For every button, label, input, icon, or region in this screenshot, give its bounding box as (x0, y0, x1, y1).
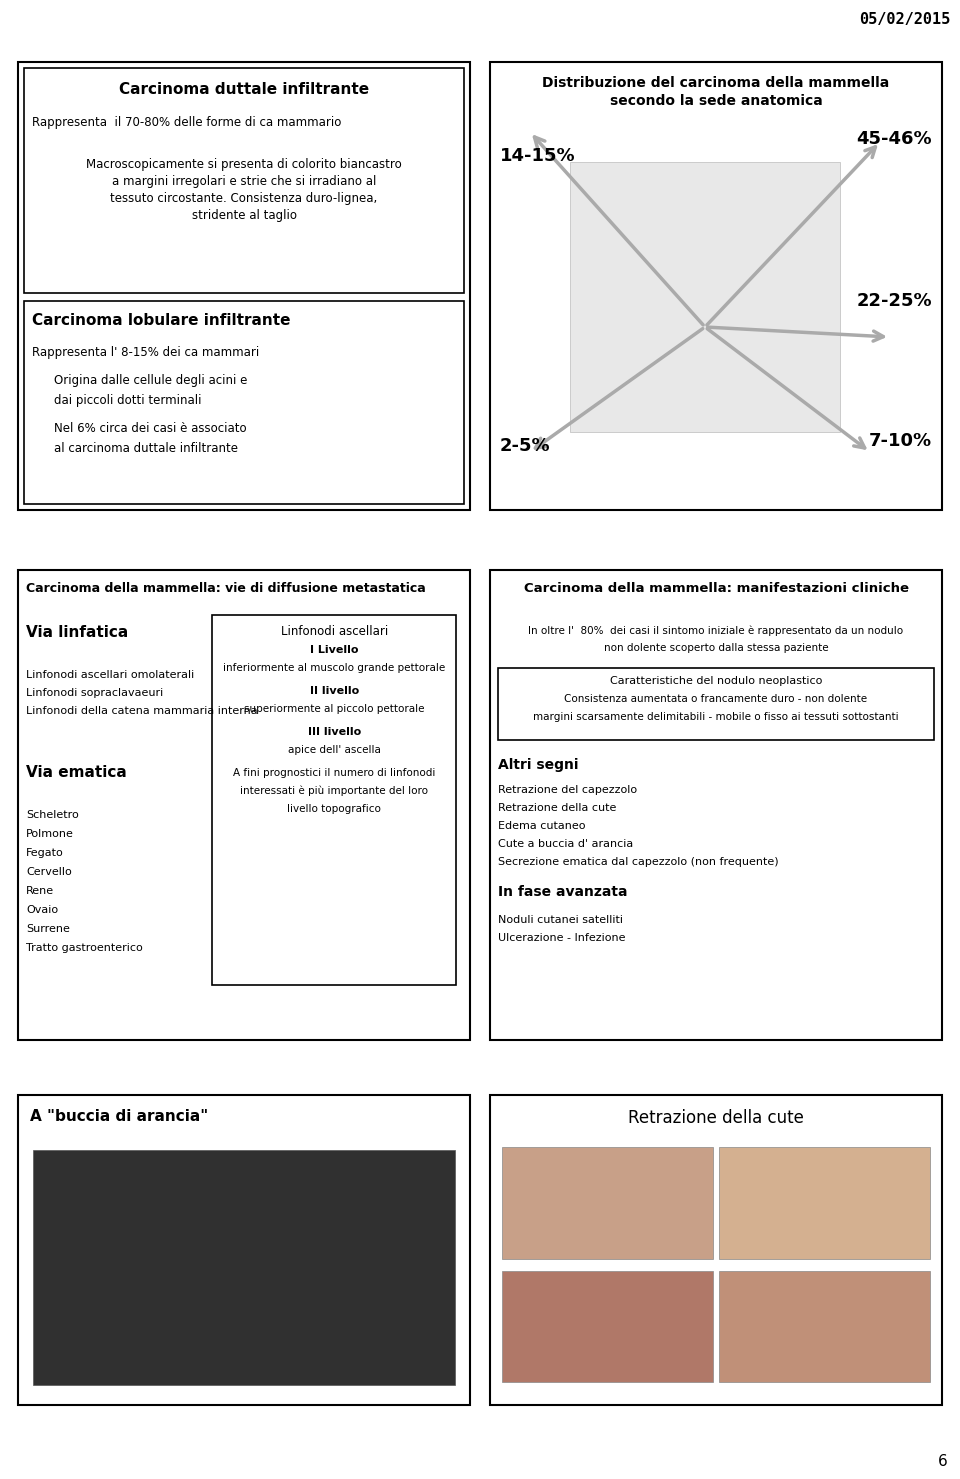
Text: a margini irregolari e strie che si irradiano al: a margini irregolari e strie che si irra… (111, 175, 376, 188)
Text: 2-5%: 2-5% (500, 436, 551, 456)
Text: Linfonodi ascellari omolaterali: Linfonodi ascellari omolaterali (26, 670, 194, 680)
Text: Ovaio: Ovaio (26, 905, 59, 916)
Text: Tratto gastroenterico: Tratto gastroenterico (26, 944, 143, 952)
Bar (490, 1094, 942, 1405)
Bar (18, 62, 470, 510)
Bar (18, 1094, 470, 1405)
Text: livello topografico: livello topografico (287, 805, 381, 813)
Text: Cervello: Cervello (26, 867, 72, 877)
Text: Nel 6% circa dei casi è associato: Nel 6% circa dei casi è associato (54, 422, 247, 435)
Text: Carcinoma della mammella: manifestazioni cliniche: Carcinoma della mammella: manifestazioni… (523, 583, 908, 595)
Text: Retrazione del capezzolo: Retrazione del capezzolo (498, 785, 637, 796)
Text: 6: 6 (938, 1454, 948, 1469)
Text: Macroscopicamente si presenta di colorito biancastro: Macroscopicamente si presenta di colorit… (86, 158, 402, 172)
Text: Polmone: Polmone (26, 830, 74, 839)
Text: 7-10%: 7-10% (869, 432, 932, 450)
Bar (502, 1270, 713, 1381)
Text: Noduli cutanei satelliti: Noduli cutanei satelliti (498, 916, 623, 924)
Text: A "buccia di arancia": A "buccia di arancia" (30, 1109, 208, 1124)
Text: Linfonodi sopraclavaeuri: Linfonodi sopraclavaeuri (26, 688, 163, 698)
Text: Retrazione della cute: Retrazione della cute (498, 803, 616, 813)
Text: al carcinoma duttale infiltrante: al carcinoma duttale infiltrante (54, 442, 238, 456)
Bar (18, 569, 470, 1040)
Bar (33, 1151, 455, 1384)
Bar (498, 669, 934, 740)
Text: 22-25%: 22-25% (856, 291, 932, 311)
Text: margini scarsamente delimitabili - mobile o fisso ai tessuti sottostanti: margini scarsamente delimitabili - mobil… (533, 711, 899, 722)
Text: inferiormente al muscolo grande pettorale: inferiormente al muscolo grande pettoral… (224, 663, 445, 673)
Bar (502, 1148, 713, 1259)
Text: Carcinoma della mammella: vie di diffusione metastatica: Carcinoma della mammella: vie di diffusi… (26, 583, 425, 595)
Text: Secrezione ematica dal capezzolo (non frequente): Secrezione ematica dal capezzolo (non fr… (498, 856, 779, 867)
Text: Via linfatica: Via linfatica (26, 626, 129, 640)
Bar (570, 163, 840, 432)
Text: Carcinoma lobulare infiltrante: Carcinoma lobulare infiltrante (32, 314, 291, 328)
Text: Rappresenta l' 8-15% dei ca mammari: Rappresenta l' 8-15% dei ca mammari (32, 346, 259, 359)
Text: In oltre l'  80%  dei casi il sintomo iniziale è rappresentato da un nodulo: In oltre l' 80% dei casi il sintomo iniz… (528, 626, 903, 636)
Text: Edema cutaneo: Edema cutaneo (498, 821, 586, 831)
Text: stridente al taglio: stridente al taglio (191, 209, 297, 222)
Text: 45-46%: 45-46% (856, 130, 932, 148)
Text: Distribuzione del carcinoma della mammella: Distribuzione del carcinoma della mammel… (542, 75, 890, 90)
Text: tessuto circostante. Consistenza duro-lignea,: tessuto circostante. Consistenza duro-li… (110, 192, 377, 206)
Text: interessati è più importante del loro: interessati è più importante del loro (240, 785, 428, 797)
Text: Linfonodi della catena mammaria interna: Linfonodi della catena mammaria interna (26, 705, 257, 716)
Text: Carcinoma duttale infiltrante: Carcinoma duttale infiltrante (119, 81, 369, 98)
Bar (719, 1270, 930, 1381)
Text: Caratteristiche del nodulo neoplastico: Caratteristiche del nodulo neoplastico (610, 676, 822, 686)
Text: In fase avanzata: In fase avanzata (498, 884, 628, 899)
Text: Origina dalle cellule degli acini e: Origina dalle cellule degli acini e (54, 374, 248, 387)
Bar (719, 1148, 930, 1259)
Text: superiormente al piccolo pettorale: superiormente al piccolo pettorale (244, 704, 424, 714)
Text: dai piccoli dotti terminali: dai piccoli dotti terminali (54, 393, 202, 407)
Text: non dolente scoperto dalla stessa paziente: non dolente scoperto dalla stessa pazien… (604, 643, 828, 654)
Text: Ulcerazione - Infezione: Ulcerazione - Infezione (498, 933, 626, 944)
Text: Cute a buccia d' arancia: Cute a buccia d' arancia (498, 839, 634, 849)
Text: I Livello: I Livello (310, 645, 359, 655)
Text: 05/02/2015: 05/02/2015 (859, 12, 950, 27)
Text: III livello: III livello (308, 728, 361, 737)
Text: Fegato: Fegato (26, 847, 63, 858)
Text: secondo la sede anatomica: secondo la sede anatomica (610, 95, 823, 108)
Text: Via ematica: Via ematica (26, 765, 127, 779)
Text: apice dell' ascella: apice dell' ascella (288, 745, 381, 754)
Bar (490, 62, 942, 510)
Text: Linfonodi ascellari: Linfonodi ascellari (280, 626, 388, 637)
Text: Rene: Rene (26, 886, 54, 896)
Bar (24, 302, 464, 504)
Text: Consistenza aumentata o francamente duro - non dolente: Consistenza aumentata o francamente duro… (564, 694, 868, 704)
Text: Scheletro: Scheletro (26, 810, 79, 819)
Text: A fini prognostici il numero di linfonodi: A fini prognostici il numero di linfonod… (233, 768, 436, 778)
Bar (24, 68, 464, 293)
Text: II livello: II livello (310, 686, 359, 697)
Text: Retrazione della cute: Retrazione della cute (628, 1109, 804, 1127)
Text: 14-15%: 14-15% (500, 146, 576, 166)
Bar (212, 615, 456, 985)
Text: Surrene: Surrene (26, 924, 70, 935)
Text: Rappresenta  il 70-80% delle forme di ca mammario: Rappresenta il 70-80% delle forme di ca … (32, 115, 342, 129)
Bar (490, 569, 942, 1040)
Text: Altri segni: Altri segni (498, 759, 579, 772)
